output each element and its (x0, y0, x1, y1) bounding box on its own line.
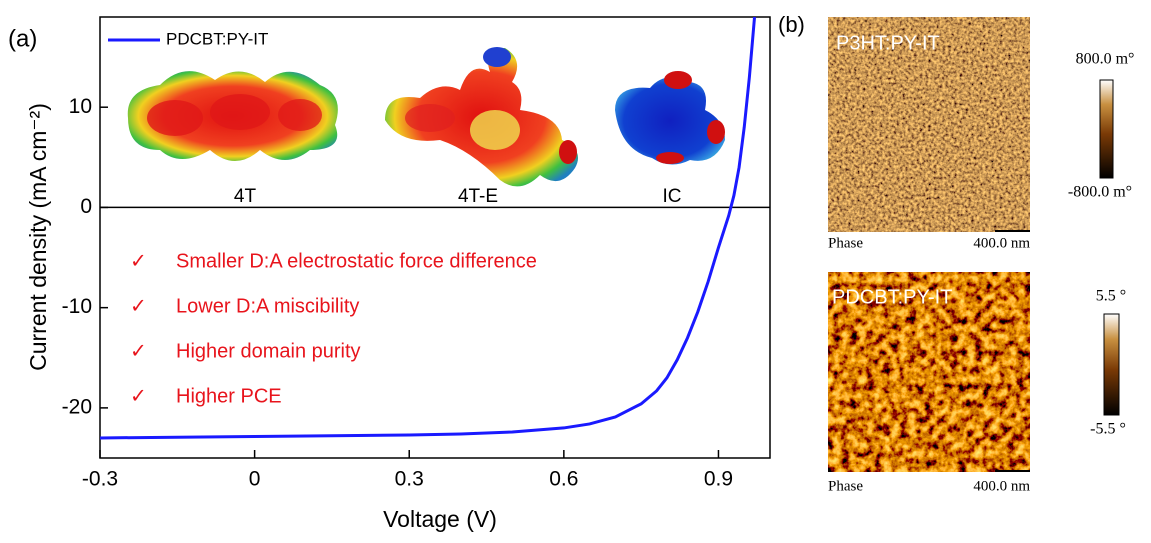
x-axis-label: Voltage (V) (383, 506, 497, 532)
afm-label: P3HT:PY-IT (836, 32, 940, 54)
molecule-ic (615, 71, 725, 165)
data-line (100, 17, 757, 440)
y-axis-label: Current density (mA cm⁻²) (25, 103, 51, 371)
y-tick-label: 10 (69, 95, 92, 118)
afm-mode: Phase (828, 478, 863, 494)
afm-panel: PDCBT:PY-IT Phase 400.0 nm 5.5 ° -5.5 ° (828, 272, 1126, 494)
panel-label: (a) (8, 25, 37, 52)
y-tick-label: 0 (80, 195, 92, 218)
panel-label: (b) (778, 12, 805, 37)
x-tick-label: -0.3 (82, 468, 118, 491)
annotation: Higher PCE (176, 385, 282, 407)
afm-panel: P3HT:PY-IT Phase 400.0 nm 800.0 m° -800.… (828, 17, 1134, 251)
molecule-4t (127, 71, 338, 161)
plot-frame (99, 16, 771, 459)
afm-scale-bar-label: 400.0 nm (973, 235, 1030, 251)
x-tick-label: 0.9 (704, 468, 733, 491)
afm-label: PDCBT:PY-IT (832, 286, 952, 308)
x-tick-label: 0 (249, 468, 261, 491)
y-tick-label: -20 (62, 395, 92, 418)
annotation-marker: ✓ (130, 250, 147, 272)
molecule-label: 4T-E (458, 186, 498, 207)
molecule-label: IC (663, 186, 682, 207)
x-tick-label: 0.3 (395, 468, 424, 491)
colorbar (1103, 313, 1120, 416)
afm-scale-bar-label: 400.0 nm (973, 478, 1030, 494)
colorbar-min: -5.5 ° (1090, 421, 1126, 438)
x-tick-label: 0.6 (549, 468, 578, 491)
y-tick-label: -10 (62, 295, 92, 318)
afm-image (828, 272, 1030, 472)
colorbar-max: 5.5 ° (1096, 288, 1126, 305)
colorbar (1099, 79, 1114, 179)
molecule-label: 4T (234, 186, 257, 207)
colorbar-min: -800.0 m° (1068, 184, 1132, 201)
annotation-marker: ✓ (130, 340, 147, 362)
annotation-marker: ✓ (130, 385, 147, 407)
afm-image (828, 17, 1030, 232)
legend-label: PDCBT:PY-IT (166, 29, 268, 48)
annotation: Higher domain purity (176, 340, 361, 362)
annotation: Lower D:A miscibility (176, 295, 359, 317)
molecule-4t-e (385, 47, 579, 187)
annotation: Smaller D:A electrostatic force differen… (176, 250, 537, 272)
colorbar-max: 800.0 m° (1076, 51, 1135, 68)
annotation-marker: ✓ (130, 295, 147, 317)
plot-area (100, 17, 757, 440)
afm-mode: Phase (828, 235, 863, 251)
